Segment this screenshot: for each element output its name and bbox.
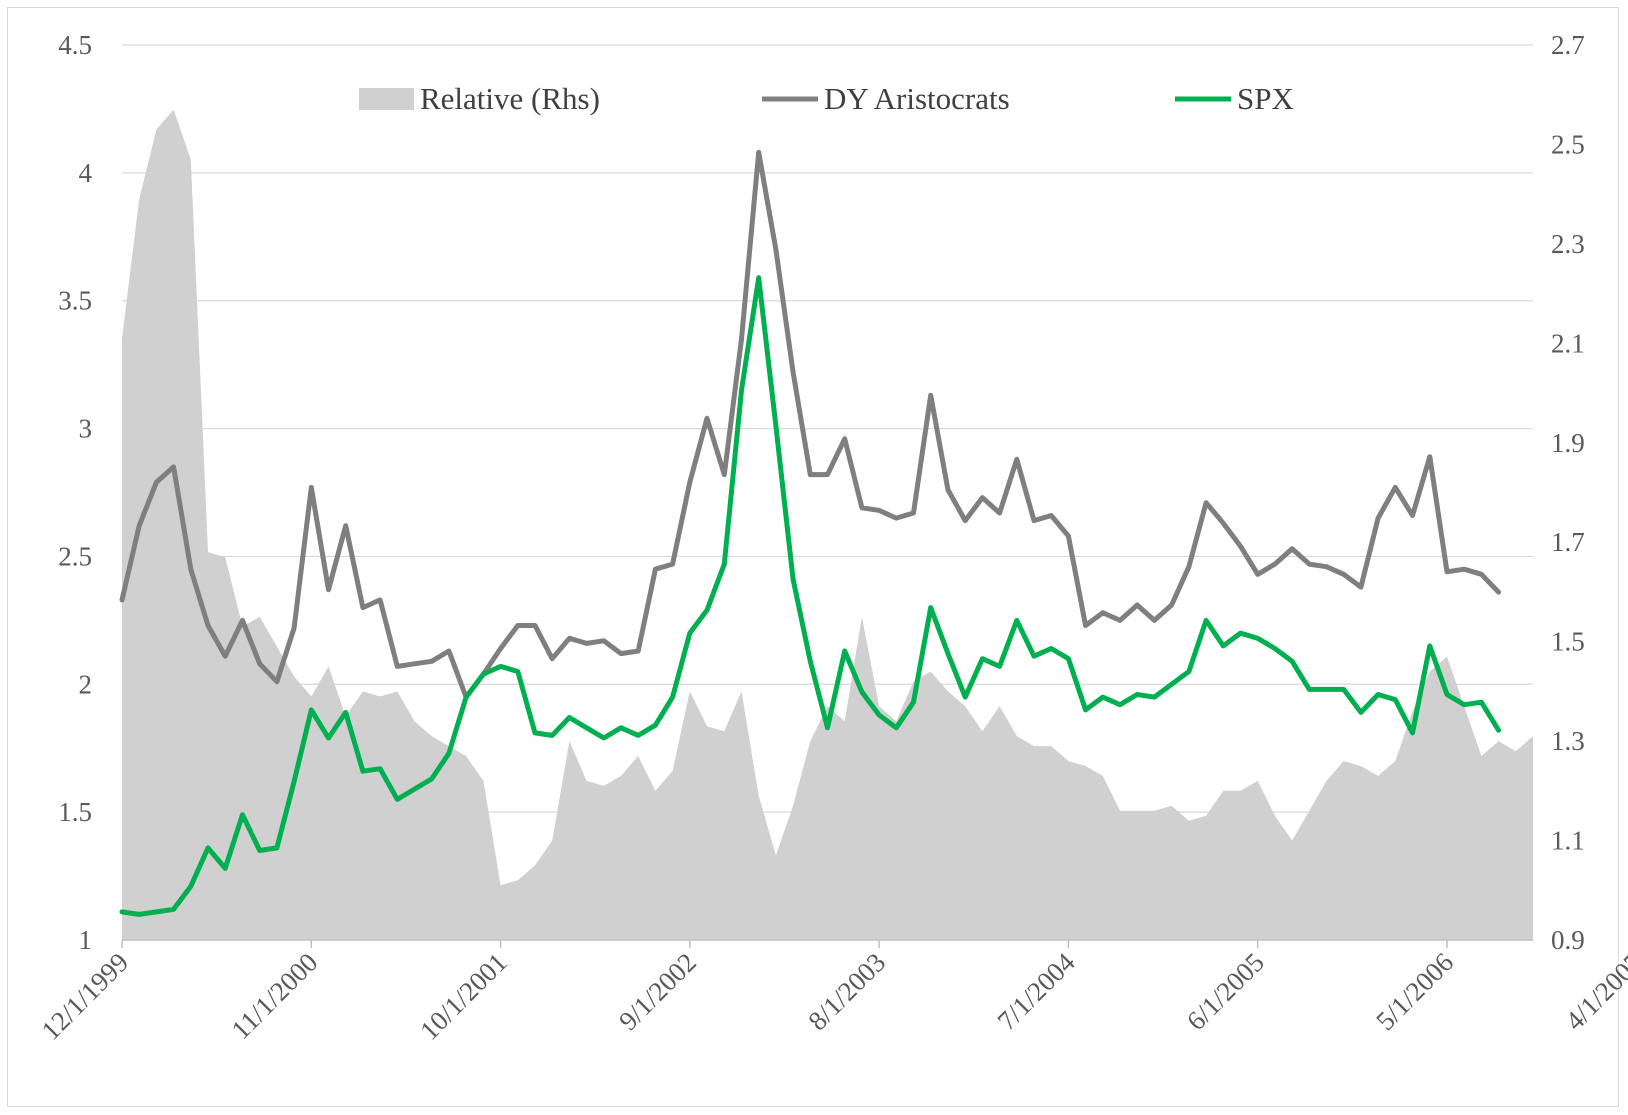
- y-right-tick-label: 1.1: [1551, 826, 1585, 856]
- y-right-tick-label: 2.3: [1551, 229, 1585, 259]
- x-tick-label: 11/1/2000: [226, 947, 324, 1045]
- y-right-tick-label: 2.1: [1551, 328, 1585, 358]
- y-left-tick-label: 3.5: [58, 286, 92, 316]
- legend-label-spx: SPX: [1237, 81, 1294, 116]
- y-right-tick-label: 2.5: [1551, 129, 1585, 159]
- y-left-tick-label: 1: [79, 925, 93, 955]
- chart-frame: [7, 7, 1619, 1107]
- x-tick-label: 9/1/2002: [613, 947, 702, 1036]
- dy-aristocrats-line: [119, 149, 1502, 700]
- y-right-tick-label: 1.5: [1551, 627, 1585, 657]
- x-tick-label: 6/1/2005: [1181, 947, 1270, 1036]
- line-series: [119, 149, 1502, 917]
- y-right-tick-label: 1.7: [1551, 527, 1585, 557]
- spx-line: [119, 275, 1502, 917]
- relative-area: [122, 109, 1533, 941]
- y-right-tick-label: 2.7: [1551, 30, 1585, 60]
- y-left-tick-label: 1.5: [58, 797, 92, 827]
- x-tick-label: 5/1/2006: [1370, 947, 1459, 1036]
- y-left-tick-label: 4: [79, 158, 93, 188]
- y-axis-left: 1 1.5 2 2.5 3 3.5 4 4.5: [58, 30, 92, 955]
- y-right-tick-label: 1.9: [1551, 428, 1585, 458]
- legend-swatch-relative: [359, 88, 414, 110]
- x-tick-label: 4/1/2007: [1559, 947, 1628, 1036]
- y-left-tick-label: 4.5: [58, 30, 92, 60]
- legend-label-dy-aristocrats: DY Aristocrats: [824, 81, 1010, 116]
- x-tick-label: 10/1/2001: [414, 947, 513, 1046]
- y-left-tick-label: 3: [79, 414, 93, 444]
- legend-label-relative: Relative (Rhs): [420, 81, 600, 116]
- y-left-tick-label: 2.5: [58, 541, 92, 571]
- x-tick-label: 8/1/2003: [802, 947, 891, 1036]
- y-axis-right: 0.9 1.1 1.3 1.5 1.7 1.9 2.1 2.3 2.5 2.7: [1551, 30, 1585, 955]
- y-right-tick-label: 0.9: [1551, 925, 1585, 955]
- y-left-tick-label: 2: [79, 669, 93, 699]
- y-right-tick-label: 1.3: [1551, 726, 1585, 756]
- x-axis: 12/1/1999 11/1/2000 10/1/2001 9/1/2002 8/1/2…: [36, 939, 1628, 1046]
- legend: Relative (Rhs) DY Aristocrats SPX: [359, 81, 1294, 116]
- x-tick-label: 12/1/1999: [36, 947, 135, 1046]
- relative-area-series: [122, 109, 1533, 941]
- x-tick-label: 7/1/2004: [992, 947, 1081, 1036]
